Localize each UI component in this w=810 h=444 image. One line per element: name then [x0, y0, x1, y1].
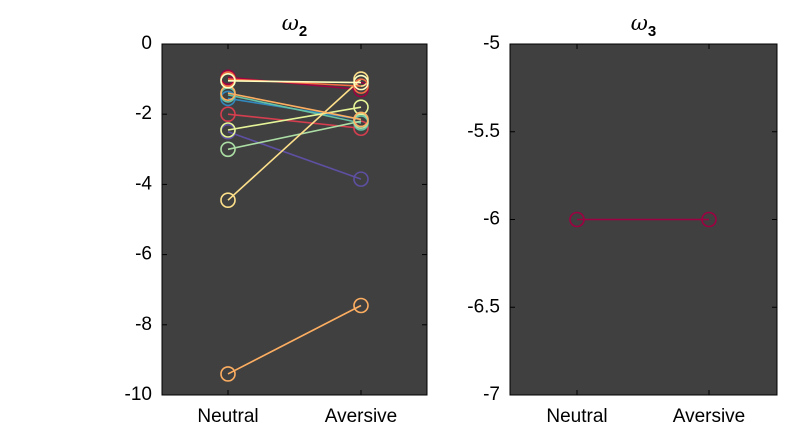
- series-point-7-1: [220, 122, 236, 138]
- series-line-10: [227, 78, 362, 87]
- series-point-10-2: [353, 78, 369, 94]
- series-point-3-1: [220, 90, 236, 107]
- series-line-7: [227, 106, 362, 131]
- series-line-8: [227, 78, 362, 201]
- panel-title-symbol: ω: [282, 11, 299, 35]
- series-point-2-1: [220, 106, 236, 122]
- x-tick-label: Aversive: [673, 406, 746, 427]
- series-line-9: [227, 92, 362, 121]
- series-point-5-2: [353, 171, 369, 187]
- series-point-11-1: [220, 366, 236, 382]
- series-point-8-1: [220, 192, 236, 208]
- chart-panel-1: 0 -2 -4 -6 -8 -10 Neutral Aversive ω2: [125, 11, 428, 427]
- y-tick-label: 0: [141, 33, 152, 54]
- x-tick-label: Aversive: [325, 406, 398, 427]
- panel-title: ω2: [282, 11, 307, 40]
- y-tick-label: -6.5: [467, 296, 500, 317]
- series-point-7-2: [353, 99, 369, 115]
- series-line-11: [227, 304, 362, 375]
- panel-title-symbol: ω: [631, 11, 648, 35]
- y-tick-label: -6: [483, 209, 500, 230]
- series-point-1-2: [353, 81, 369, 98]
- y-tick-label: -8: [135, 314, 152, 335]
- series-line-5: [227, 130, 362, 180]
- y-tick-label: -5.5: [467, 121, 500, 142]
- panel-title-subscript: 3: [648, 23, 656, 40]
- series-point-1-1: [569, 211, 585, 228]
- series-line-6: [227, 120, 362, 151]
- chart-panel-2: -5 -5.5 -6 -6.5 -7 Neutral Aversive ω3: [467, 11, 778, 427]
- series-line-1: [227, 76, 362, 91]
- plot-area: [161, 43, 428, 396]
- x-tick-label: Neutral: [197, 406, 258, 427]
- y-tick-label: -2: [135, 103, 152, 124]
- series-point-12-1: [220, 73, 236, 89]
- series-point-12-2: [353, 74, 369, 91]
- series-line-12: [227, 80, 362, 84]
- series-line-4: [227, 94, 362, 124]
- panel-title-subscript: 2: [299, 23, 307, 40]
- x-tick-label: Neutral: [546, 406, 607, 427]
- y-tick-label: -4: [135, 173, 152, 194]
- series-point-11-2: [353, 297, 369, 314]
- y-tick-label: -7: [483, 384, 500, 405]
- y-tick-label: -10: [125, 384, 152, 405]
- series-point-6-1: [220, 141, 236, 158]
- y-tick-label: -6: [135, 244, 152, 265]
- series-point-9-2: [353, 111, 369, 128]
- y-tick-label: -5: [483, 33, 500, 54]
- panel-title: ω3: [631, 11, 656, 40]
- series-point-1-2: [701, 211, 717, 228]
